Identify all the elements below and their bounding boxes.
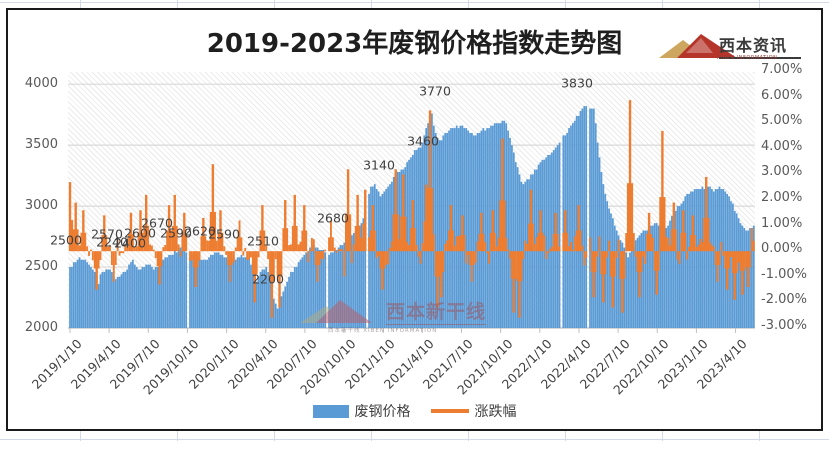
data-label: 2590 [160, 225, 192, 241]
left-axis-label: 3000 [24, 198, 58, 214]
watermark-text: 西本新干线 [386, 297, 487, 325]
data-label: 2570 [91, 226, 123, 242]
right-axis-label: 6.00% [761, 87, 803, 103]
data-label: 2510 [247, 233, 279, 249]
right-axis-label: 3.00% [761, 164, 803, 180]
spreadsheet-background: 2019-2023年废钢价格指数走势图 西本资讯 XIBEN INFORMATI… [0, 0, 829, 441]
data-label: 2500 [50, 232, 82, 248]
logo-name: 西本资讯 [719, 32, 802, 59]
right-axis-label: 7.00% [761, 62, 803, 77]
left-axis-label: 3500 [24, 137, 58, 153]
right-axis-label: 1.00% [761, 215, 803, 231]
watermark: 西本新干线 西本新干线 XIBEN INFORMATION [300, 292, 520, 334]
right-axis-label: -1.00% [761, 266, 807, 282]
right-axis-label: 5.00% [761, 113, 803, 129]
company-logo: 西本资讯 XIBEN INFORMATION [653, 22, 813, 72]
left-axis-label: 2500 [24, 259, 58, 275]
data-label: 2670 [141, 215, 173, 231]
left-axis-label: 2000 [24, 320, 58, 335]
data-label: 2400 [114, 235, 146, 251]
legend-change-line [430, 409, 469, 413]
chart-title: 2019-2023年废钢价格指数走势图 [206, 29, 623, 59]
legend-change-label: 涨跌幅 [474, 404, 517, 420]
logo-mountain-icon [659, 34, 737, 58]
left-axis-label: 4000 [24, 76, 58, 92]
legend[interactable]: 废钢价格 涨跌幅 [8, 401, 821, 421]
watermark-subtext: 西本新干线 XIBEN INFORMATION [328, 328, 438, 334]
legend-price-label: 废钢价格 [354, 404, 411, 420]
data-label: 2620 [184, 223, 216, 239]
data-label: 2680 [317, 210, 349, 226]
legend-price-swatch [312, 404, 349, 418]
data-label: 3140 [363, 157, 395, 173]
data-label: 2590 [208, 226, 240, 242]
right-axis-label: 0.00% [761, 241, 803, 257]
right-axis-label: 4.00% [761, 138, 803, 154]
watermark-mountain-icon [300, 300, 372, 323]
right-axis-label: 2.00% [761, 190, 803, 205]
data-label: 3460 [407, 133, 439, 149]
data-label: 2240 [96, 234, 128, 250]
logo-subtext: XIBEN INFORMATION [717, 55, 778, 61]
data-label: 2200 [252, 271, 284, 287]
data-label: 2600 [124, 225, 156, 241]
data-label: 3770 [419, 83, 451, 99]
data-label: 3830 [561, 75, 593, 91]
chart-area[interactable]: 2019-2023年废钢价格指数走势图 西本资讯 XIBEN INFORMATI… [6, 8, 823, 431]
right-axis-label: -3.00% [761, 318, 807, 333]
right-axis-label: -2.00% [761, 292, 807, 308]
chart-canvas [68, 83, 755, 333]
